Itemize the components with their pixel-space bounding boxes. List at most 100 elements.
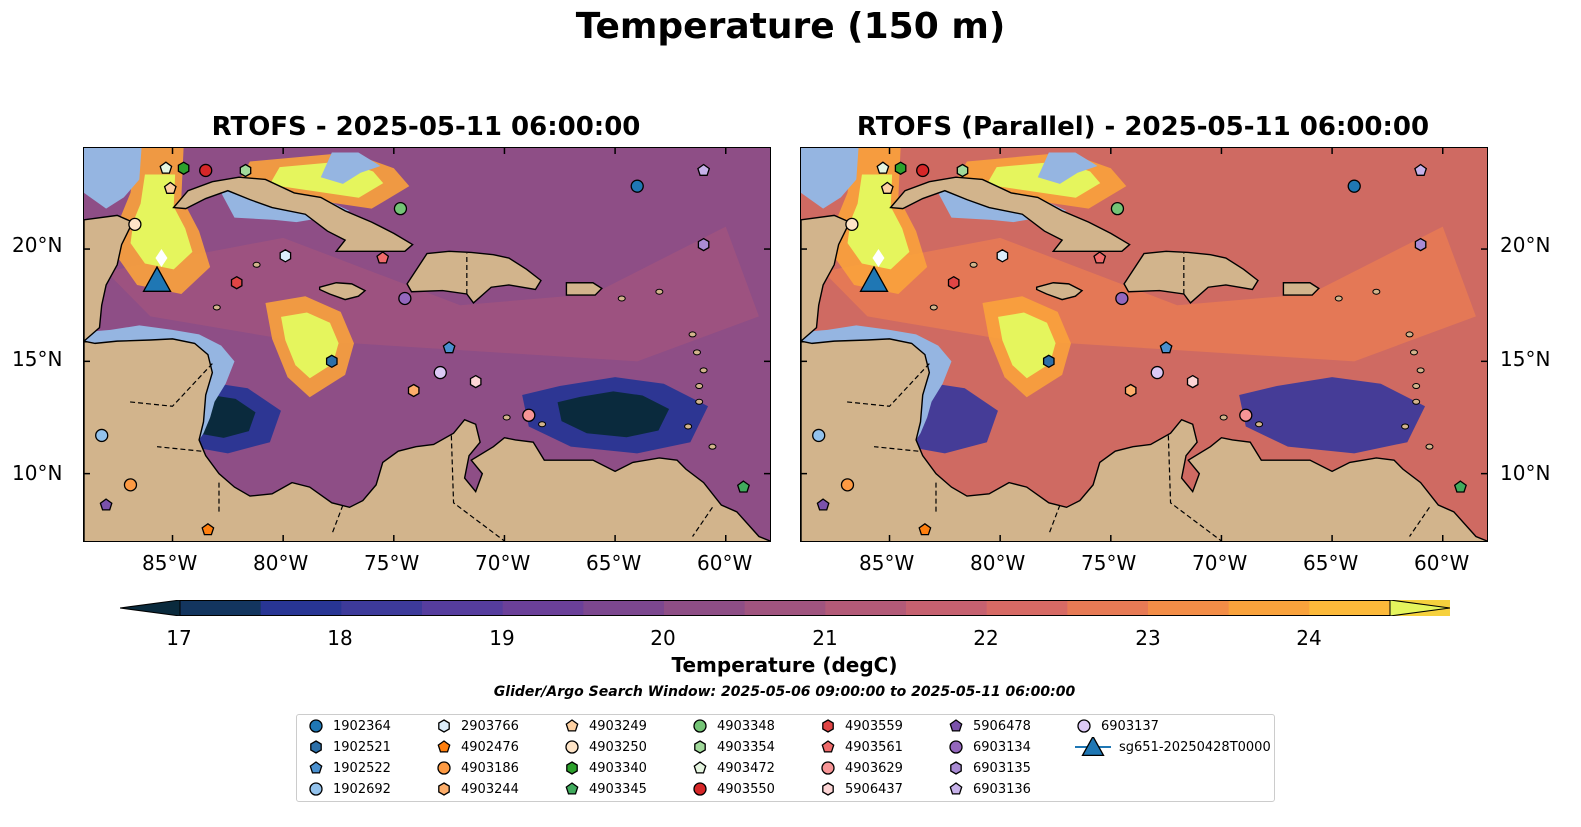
legend-entry: 4903550: [691, 779, 775, 799]
lat-tick-label-right: 20°N: [1500, 233, 1551, 257]
legend-marker-circle-icon: [693, 719, 707, 733]
glider-track-marker: [872, 249, 885, 268]
legend-marker: [310, 740, 322, 754]
small-island: [1255, 421, 1264, 428]
legend-entry: 4903559: [819, 716, 903, 736]
land-jamaica: [1035, 282, 1084, 301]
observation-marker-6903137: [433, 365, 447, 380]
legend-marker: [694, 740, 706, 754]
legend-marker-circle-icon: [1077, 719, 1091, 733]
colorbar-segment: [583, 600, 665, 616]
observation-marker-1902522: [1159, 341, 1173, 354]
small-island: [1334, 295, 1343, 302]
observation-marker-1902522: [442, 341, 456, 354]
legend-marker: [438, 719, 450, 733]
observation-marker-6903136: [697, 163, 711, 176]
small-island: [684, 423, 693, 430]
land-centralAm: [801, 338, 1487, 541]
small-island: [708, 443, 717, 450]
colorbar-tick: 21: [812, 626, 838, 650]
colorbar-segment: [1228, 600, 1310, 616]
observation-marker-4903249: [880, 181, 894, 194]
land-cuba: [889, 176, 1131, 253]
observation-legend: 1902364 1902521 1902522 1902692 2903766 49024…: [296, 714, 1275, 802]
colorbar-segment: [260, 600, 342, 616]
legend-entry-label: 4903550: [717, 781, 775, 797]
small-island: [1405, 331, 1414, 338]
legend-entry-label: 4903472: [717, 760, 775, 776]
legend-entry-label: 4903561: [845, 739, 903, 755]
observation-marker-4902476: [201, 522, 215, 536]
country-border: [331, 504, 344, 535]
observation-marker-6903136: [1414, 163, 1428, 176]
legend-marker-circle-icon: [565, 740, 579, 754]
observation-marker-4903186: [840, 478, 855, 492]
colorbar-tick: 24: [1296, 626, 1322, 650]
legend-entry-label: 4902476: [461, 739, 519, 755]
legend-entry: 4903629: [819, 758, 903, 778]
observation-marker-4903550: [199, 163, 213, 178]
observation-marker-4903629: [1239, 408, 1253, 422]
warmest-water-core: [130, 174, 193, 270]
legend-marker: [566, 761, 578, 775]
observation-marker-4903354: [239, 163, 252, 178]
glider-track-marker: [155, 249, 168, 268]
legend-entry-label: 4903244: [461, 781, 519, 797]
lon-tick-label: 70°W: [1192, 551, 1248, 575]
cold-water-region: [1239, 377, 1426, 454]
colorbar-tick: 17: [166, 626, 192, 650]
legend-entry-label: 6903137: [1101, 718, 1159, 734]
legend-entry: 4903345: [563, 779, 647, 799]
observation-marker-4902476: [918, 522, 932, 536]
observation-marker-4903559: [230, 275, 243, 290]
small-island: [929, 304, 938, 311]
legend-marker-circle-icon: [309, 719, 323, 733]
warmest-water-core: [998, 312, 1056, 379]
small-island: [538, 421, 547, 428]
observation-marker-1902692: [812, 428, 826, 443]
legend-marker-circle-icon: [693, 782, 707, 796]
legend-marker: [949, 740, 963, 754]
legend-marker: [949, 719, 963, 732]
legend-marker: [693, 761, 707, 774]
small-island: [1412, 383, 1421, 390]
legend-marker-hexagon-icon: [950, 761, 962, 775]
legend-entry-label: 4903249: [589, 718, 647, 734]
observation-marker-4903250: [845, 217, 859, 232]
observation-marker-4903559: [947, 275, 960, 290]
colorbar-segment: [744, 600, 826, 616]
lon-tick-label: 75°W: [364, 551, 420, 575]
colorbar-segment: [341, 600, 423, 616]
observation-marker-6903135: [1414, 237, 1427, 252]
legend-marker-hexagon-icon: [566, 761, 578, 775]
observation-marker-6903134: [1115, 291, 1129, 306]
legend-marker-circle-icon: [949, 740, 963, 754]
observation-marker-4903244: [1124, 383, 1137, 398]
observation-marker-4903472: [159, 161, 173, 174]
observation-marker-6903135: [697, 237, 710, 252]
observation-marker-4903345: [1453, 480, 1467, 493]
legend-entry: 6903136: [947, 779, 1031, 799]
observation-marker-1902692: [95, 428, 109, 443]
legend-entry: sg651-20250428T0000: [1075, 737, 1271, 757]
lon-tick-label: 60°W: [697, 551, 753, 575]
warmest-water-core: [281, 312, 339, 379]
legend-entry: 1902364: [307, 716, 391, 736]
legend-entry: 1902522: [307, 758, 391, 778]
legend-entry: 4903186: [435, 758, 519, 778]
legend-marker: [949, 782, 963, 795]
observation-marker-4903250: [128, 217, 142, 232]
small-island: [1219, 414, 1228, 421]
observation-marker-5906478: [99, 498, 113, 511]
observation-marker-5906437: [469, 374, 482, 389]
figure-title: Temperature (150 m): [575, 6, 1006, 47]
small-island: [695, 398, 704, 405]
temperature-colorbar: [120, 600, 1450, 616]
legend-entry: 4903250: [563, 737, 647, 757]
legend-marker: [950, 761, 962, 775]
colorbar-segment: [1067, 600, 1149, 616]
lat-tick-label-left: 20°N: [12, 233, 63, 257]
lat-tick-label-right: 10°N: [1500, 461, 1551, 485]
legend-marker-circle-icon: [309, 782, 323, 796]
legend-entry: 6903137: [1075, 716, 1159, 736]
